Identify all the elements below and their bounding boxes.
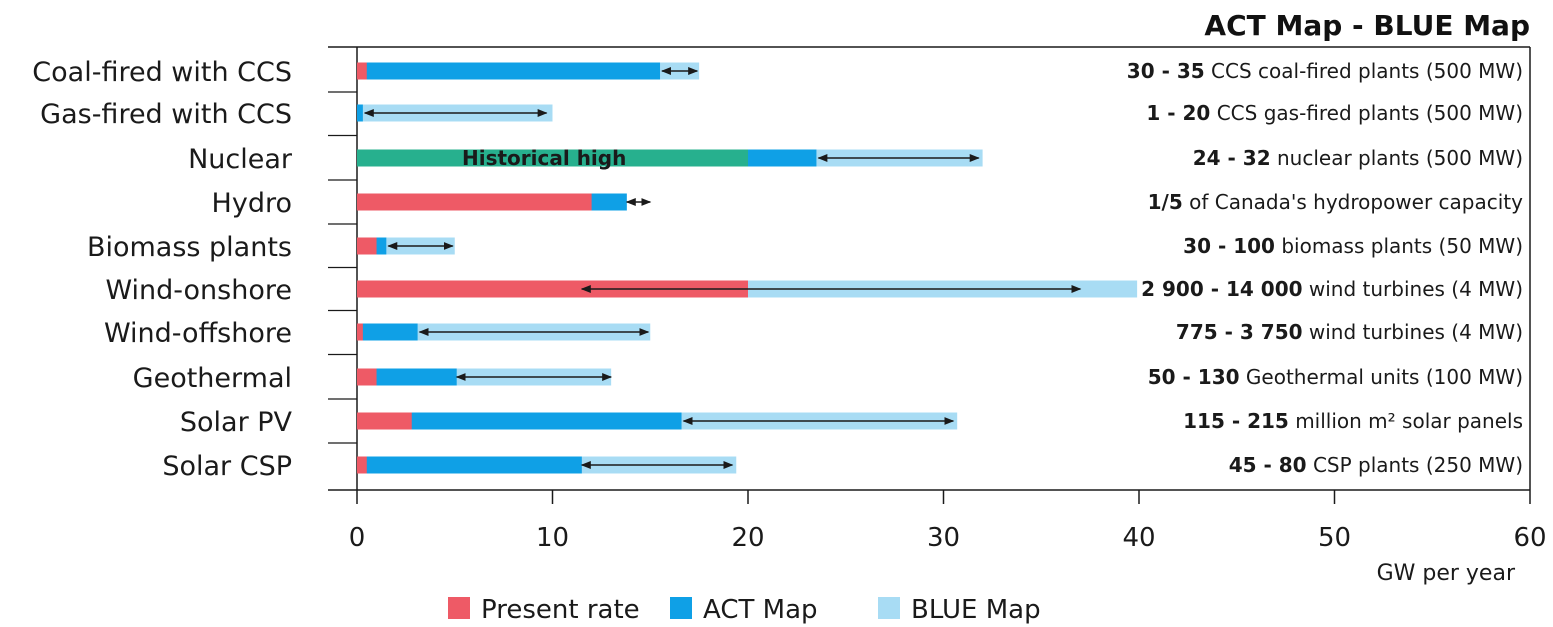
annotation-label: 45 - 80 CSP plants (250 MW)	[1229, 453, 1523, 477]
annotation-label: 1 - 20 CCS gas-fired plants (500 MW)	[1146, 101, 1523, 125]
annotation-text: biomass plants (50 MW)	[1275, 234, 1523, 258]
annotation-text: wind turbines (4 MW)	[1303, 277, 1523, 301]
annotation-range: 30 - 100	[1183, 234, 1275, 258]
bar-act-map	[357, 62, 661, 80]
x-tick-label: 60	[1513, 523, 1546, 553]
legend-swatch	[448, 597, 470, 619]
category-label: Wind-onshore	[105, 275, 292, 306]
annotation-range: 1/5	[1148, 190, 1183, 214]
bar-act-map	[357, 412, 682, 430]
legend-label: BLUE Map	[911, 595, 1041, 625]
bars-layer: Historical high	[357, 62, 1452, 474]
legend-label: Present rate	[481, 595, 640, 625]
legend-label: ACT Map	[703, 595, 818, 625]
plot-frame	[328, 46, 1531, 491]
legend: Present rate ACT Map BLUE Map	[448, 595, 1041, 625]
category-label: Geothermal	[133, 363, 292, 394]
bar-present-rate	[357, 412, 412, 430]
annotation-background	[1143, 366, 1525, 388]
annotation-text: million m² solar panels	[1289, 409, 1523, 433]
annotation-label: 50 - 130 Geothermal units (100 MW)	[1148, 365, 1523, 389]
bar-present-rate	[357, 280, 748, 298]
x-axis: 0 10 20 30 40 50 60	[349, 490, 1547, 553]
bar-historical-high	[357, 149, 748, 167]
category-label: Biomass plants	[87, 232, 292, 263]
annotation-label: 1/5 of Canada's hydropower capacity	[1148, 190, 1524, 214]
bar-present-rate	[357, 323, 363, 341]
annotations-layer: 30 - 35 CCS coal-fired plants (500 MW) 1 …	[1122, 59, 1526, 477]
annotation-background	[1224, 454, 1525, 476]
historical-high-label: Historical high	[462, 146, 626, 170]
bar-present-rate	[357, 62, 367, 80]
x-tick-label: 30	[927, 523, 960, 553]
bar-act-map	[357, 368, 457, 386]
annotation-background	[1142, 102, 1525, 124]
annotation-range: 30 - 35	[1127, 59, 1205, 83]
annotation-label: 30 - 35 CCS coal-fired plants (500 MW)	[1127, 59, 1523, 83]
x-tick-label: 50	[1318, 523, 1351, 553]
annotation-range: 775 - 3 750	[1176, 320, 1303, 344]
annotation-text: of Canada's hydropower capacity	[1183, 190, 1523, 214]
annotation-label: 24 - 32 nuclear plants (500 MW)	[1193, 146, 1523, 170]
annotation-background	[1122, 60, 1525, 82]
annotation-text: CCS gas-fired plants (500 MW)	[1210, 101, 1523, 125]
annotation-background	[1171, 321, 1525, 343]
annotation-text: CCS coal-fired plants (500 MW)	[1205, 59, 1523, 83]
category-label: Wind-offshore	[104, 318, 292, 349]
x-axis-label: GW per year	[1377, 561, 1516, 586]
bar-act-map	[357, 323, 418, 341]
bar-act-map	[357, 104, 363, 122]
legend-swatch	[878, 597, 900, 619]
annotation-text: wind turbines (4 MW)	[1303, 320, 1523, 344]
annotation-background	[1143, 191, 1526, 213]
annotation-text: nuclear plants (500 MW)	[1271, 146, 1523, 170]
annotation-range: 1 - 20	[1146, 101, 1210, 125]
annotation-label: 2 900 - 14 000 wind turbines (4 MW)	[1141, 277, 1523, 301]
annotation-range: 115 - 215	[1183, 409, 1289, 433]
bar-present-rate	[357, 193, 592, 211]
annotation-label: 775 - 3 750 wind turbines (4 MW)	[1176, 320, 1523, 344]
x-tick-label: 10	[536, 523, 569, 553]
category-label: Nuclear	[188, 144, 293, 175]
category-label: Solar CSP	[162, 451, 292, 482]
arrows-layer	[363, 67, 1082, 469]
annotation-background	[1179, 410, 1525, 432]
annotation-range: 45 - 80	[1229, 453, 1307, 477]
annotation-text: CSP plants (250 MW)	[1307, 453, 1523, 477]
category-label: Hydro	[212, 188, 292, 219]
category-label: Solar PV	[180, 407, 293, 438]
chart-title: ACT Map - BLUE Map	[1204, 9, 1530, 42]
x-tick-label: 0	[349, 523, 366, 553]
annotation-background	[1188, 147, 1525, 169]
annotation-text: Geothermal units (100 MW)	[1240, 365, 1523, 389]
category-label: Coal-fired with CCS	[32, 57, 292, 88]
category-labels: Coal-fired with CCS Gas-fired with CCS Nuc…	[32, 57, 293, 482]
x-tick-label: 20	[731, 523, 764, 553]
annotation-range: 2 900 - 14 000	[1141, 277, 1302, 301]
annotation-range: 50 - 130	[1148, 365, 1240, 389]
legend-swatch	[670, 597, 692, 619]
x-tick-label: 40	[1122, 523, 1155, 553]
bar-present-rate	[357, 368, 377, 386]
bar-present-rate	[357, 456, 367, 474]
annotation-label: 30 - 100 biomass plants (50 MW)	[1183, 234, 1523, 258]
annotation-label: 115 - 215 million m² solar panels	[1183, 409, 1523, 433]
annotation-background	[1137, 278, 1525, 300]
annotation-range: 24 - 32	[1193, 146, 1271, 170]
bar-present-rate	[357, 237, 377, 255]
annotation-background	[1179, 235, 1525, 257]
category-label: Gas-fired with CCS	[40, 99, 292, 130]
bar-act-map	[357, 456, 582, 474]
